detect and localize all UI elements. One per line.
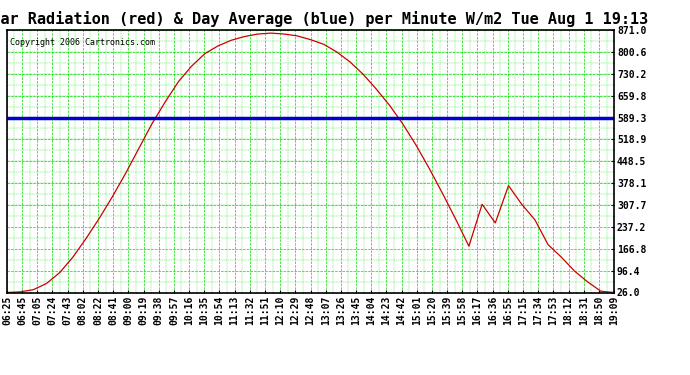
Text: Solar Radiation (red) & Day Average (blue) per Minute W/m2 Tue Aug 1 19:13: Solar Radiation (red) & Day Average (blu… <box>0 11 648 27</box>
Text: Copyright 2006 Cartronics.com: Copyright 2006 Cartronics.com <box>10 38 155 47</box>
